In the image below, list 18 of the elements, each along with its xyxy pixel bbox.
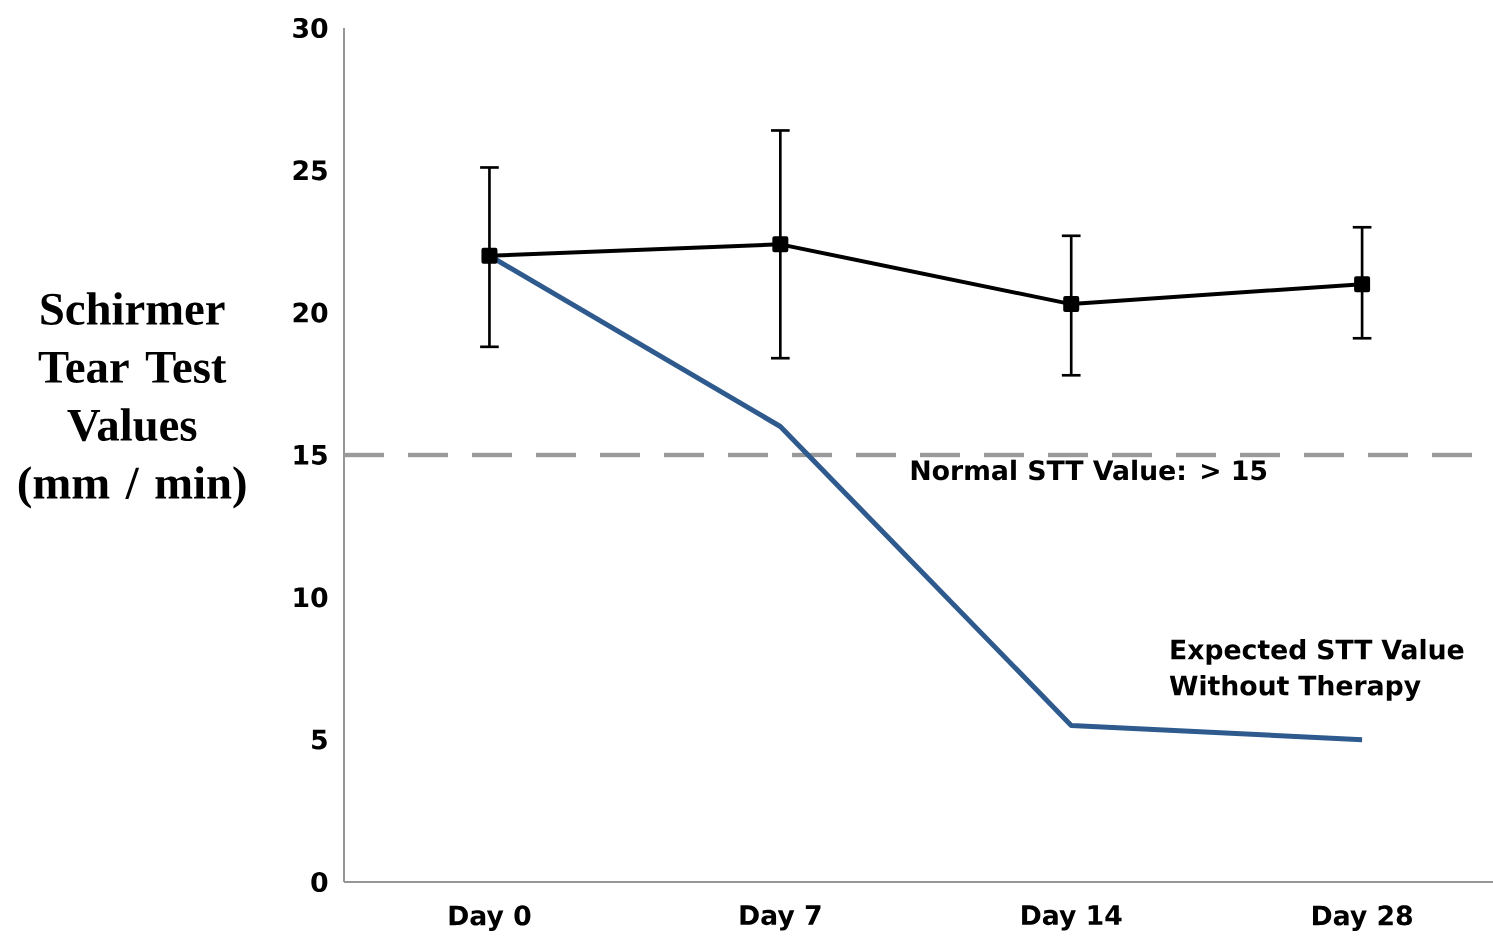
- y-tick-label: 10: [294, 587, 328, 608]
- x-tick-label: Day 0: [449, 905, 531, 931]
- y-tick-label: 15: [294, 445, 327, 465]
- point: [1354, 276, 1371, 293]
- point: [772, 236, 789, 253]
- y-tick-label: 25: [293, 160, 327, 181]
- point: [481, 247, 498, 264]
- y-tick-label: 0: [311, 871, 328, 893]
- x-tick-label: Day 14: [1022, 905, 1122, 931]
- y-tick-label: 30: [293, 17, 328, 39]
- x-tick-label: Day 28: [1313, 905, 1412, 931]
- y-tick-label: 5: [312, 729, 327, 750]
- y-tick-label: 20: [293, 302, 328, 323]
- ref-line-label: Normal STT Value: > 15: [911, 459, 1267, 481]
- y-axis-title: Schirmer Tear Test Values (mm / min): [18, 292, 246, 509]
- x-tick-label: Day 7: [740, 905, 821, 931]
- point: [1063, 296, 1080, 313]
- series-label: Expected STT Value Without Therapy: [1169, 638, 1464, 701]
